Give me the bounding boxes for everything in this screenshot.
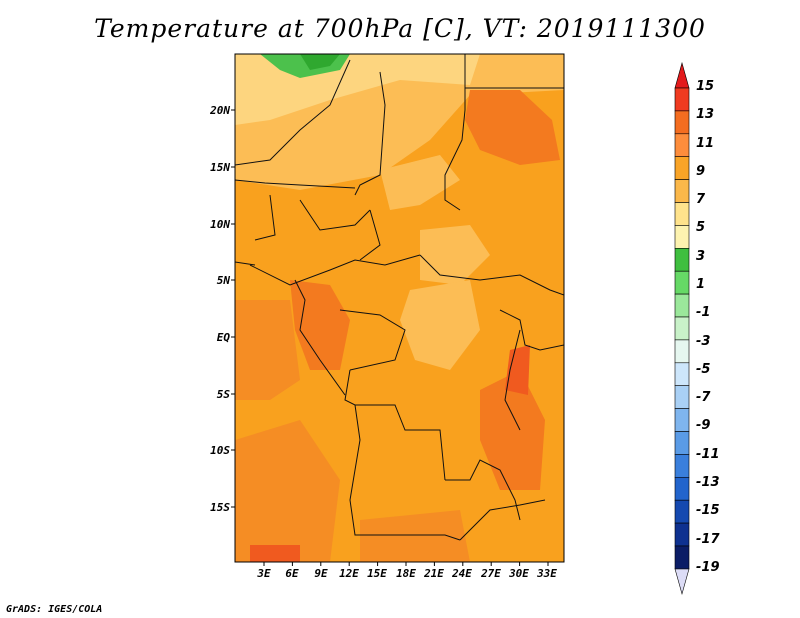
colorbar-swatch: [674, 431, 690, 455]
map-fill: [235, 54, 564, 562]
lon-label-21e: 21E: [424, 567, 444, 580]
lon-label-18e: 18E: [396, 567, 416, 580]
colorbar-swatch: [674, 316, 690, 341]
grads-credit: GrADS: IGES/COLA: [6, 604, 103, 615]
colorbar-label: 13: [696, 107, 715, 123]
lat-label-5s: 5S: [216, 388, 230, 401]
colorbar-swatch: [674, 248, 690, 272]
lon-label-9e: 9E: [314, 567, 328, 580]
colorbar-swatch: [674, 293, 690, 318]
lat-label-20n: 20N: [210, 104, 230, 117]
colorbar-label: 11: [696, 135, 715, 151]
colorbar-swatch: [674, 454, 690, 478]
colorbar-label: -5: [696, 361, 711, 377]
colorbar-swatch: [674, 225, 690, 249]
colorbar-label: 7: [696, 192, 706, 208]
colorbar-label: 1: [696, 277, 706, 293]
colorbar-label: -9: [696, 418, 711, 434]
lat-label-5n: 5N: [216, 274, 230, 287]
lon-label-12e: 12E: [339, 567, 359, 580]
colorbar-swatch: [674, 339, 690, 364]
lon-label-24e: 24E: [452, 567, 472, 580]
colorbar-label: -7: [696, 390, 711, 406]
colorbar-label: -15: [696, 503, 720, 519]
lon-label-6e: 6E: [285, 567, 299, 580]
lat-label-15s: 15S: [210, 501, 230, 514]
colorbar-label: -1: [696, 305, 711, 321]
colorbar-label: -17: [696, 531, 720, 547]
colorbar-swatch: [674, 545, 690, 570]
colorbar-label: -19: [696, 559, 720, 575]
lon-label-30e: 30E: [509, 567, 529, 580]
colorbar-swatch: [674, 270, 690, 295]
colorbar-swatch: [674, 522, 690, 547]
lon-label-27e: 27E: [481, 567, 501, 580]
lat-label-10n: 10N: [210, 218, 230, 231]
lat-label-10s: 10S: [210, 444, 230, 457]
colorbar-top-arrow: [674, 61, 690, 89]
colorbar-swatch: [674, 133, 690, 158]
colorbar-label: -3: [696, 333, 711, 349]
colorbar-label: 9: [696, 163, 706, 179]
colorbar-label: 15: [696, 79, 715, 94]
lon-label-33e: 33E: [537, 567, 557, 580]
colorbar-swatch: [674, 362, 690, 386]
colorbar-swatch: [674, 202, 690, 226]
colorbar-swatch: [674, 156, 690, 180]
lat-label-15n: 15N: [210, 161, 230, 174]
colorbar-swatch: [674, 110, 690, 135]
colorbar-label: 3: [696, 248, 706, 264]
colorbar-swatch: [674, 499, 690, 524]
colorbar-swatch: [674, 179, 690, 203]
lon-label-3e: 3E: [257, 567, 271, 580]
colorbar-label: -13: [696, 475, 720, 491]
colorbar-swatch: [674, 408, 690, 432]
colorbar-swatch: [674, 87, 690, 112]
lon-label-15e: 15E: [367, 567, 387, 580]
colorbar-label: -11: [696, 446, 720, 462]
colorbar-bottom-arrow: [674, 568, 690, 596]
lat-label-eq: EQ: [216, 331, 230, 344]
chart-title: Temperature at 700hPa [C], VT: 201911130…: [94, 14, 706, 43]
colorbar-swatch: [674, 385, 690, 409]
colorbar-swatch: [674, 476, 690, 501]
colorbar: [674, 61, 690, 596]
colorbar-label: 5: [696, 220, 706, 236]
